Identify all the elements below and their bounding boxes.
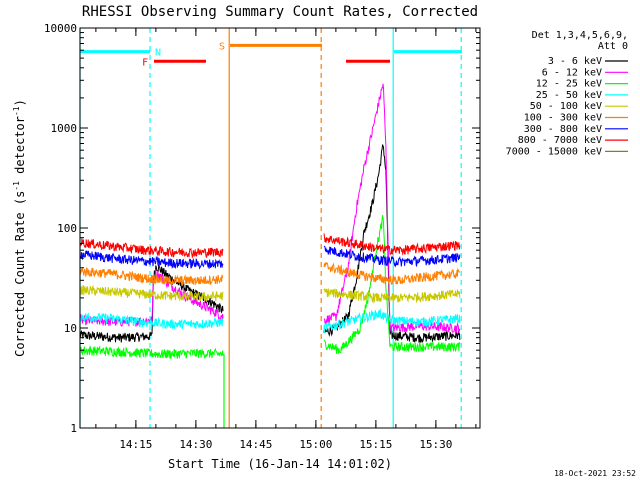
series-12-25-kev-trace [79, 344, 224, 360]
y-tick-label: 1000 [51, 122, 78, 135]
x-axis-label: Start Time (16-Jan-14 14:01:02) [168, 457, 392, 471]
legend-item-label: 3 - 6 keV [548, 56, 602, 67]
series-800-7000-kev-trace [79, 238, 224, 259]
series-300-800-kev-trace [323, 245, 461, 268]
series-6-12-kev-trace [323, 83, 461, 334]
legend-item-label: 25 - 50 keV [536, 90, 602, 101]
legend-item-label: 12 - 25 keV [536, 79, 602, 90]
y-axis-label: Corrected Count Rate (s-1 detector-1) [12, 99, 27, 357]
series-800-7000-kev-trace [323, 233, 461, 256]
legend-item-label: 7000 - 15000 keV [506, 146, 602, 157]
y-tick-label: 100 [57, 222, 77, 235]
y-axis: 1 10 100 1000 10000 [44, 22, 480, 435]
series-100-300-kev-trace [323, 261, 461, 286]
series-3-6-kev-trace [323, 144, 461, 344]
x-axis: 14:15 14:30 14:45 15:00 15:15 15:30 [95, 28, 477, 451]
chart-title: RHESSI Observing Summary Count Rates, Co… [82, 4, 478, 20]
series-25-50-kev-trace [323, 308, 461, 333]
y-tick-label: 10 [64, 322, 77, 335]
flag-label-s: S [219, 41, 225, 52]
series-300-800-kev-trace [79, 250, 224, 270]
y-tick-label: 1 [70, 422, 77, 435]
legend-item-label: 100 - 300 keV [524, 113, 602, 124]
x-tick-label: 14:45 [239, 438, 272, 451]
plot-frame [79, 27, 481, 429]
x-tick-label: 15:30 [419, 438, 452, 451]
flag-label-n: N [155, 48, 161, 59]
x-tick-label: 14:30 [179, 438, 212, 451]
x-tick-label: 15:00 [299, 438, 332, 451]
generated-timestamp: 18-Oct-2021 23:52 [554, 469, 636, 478]
series-25-50-kev-trace [79, 312, 224, 330]
flag-label-f: F [142, 57, 148, 68]
legend-item-label: 800 - 7000 keV [518, 135, 602, 146]
series-12-25-kev-trace [323, 215, 461, 354]
x-tick-label: 15:15 [359, 438, 392, 451]
x-tick-label: 14:15 [119, 438, 152, 451]
series-100-300-kev-trace [79, 266, 224, 286]
y-tick-label: 10000 [44, 22, 77, 35]
plot-area: NF S [79, 28, 462, 428]
legend-item-label: 6 - 12 keV [542, 67, 602, 78]
series-50-100-kev-trace [79, 284, 224, 303]
series-6-12-kev-trace [79, 269, 224, 327]
legend-item-label: 50 - 100 keV [530, 101, 602, 112]
legend-header-line2: Att 0 [598, 41, 628, 52]
legend-header-line1: Det 1,3,4,5,6,9, [532, 30, 628, 41]
legend-item-label: 300 - 800 keV [524, 124, 602, 135]
series-50-100-kev-trace [323, 288, 461, 305]
